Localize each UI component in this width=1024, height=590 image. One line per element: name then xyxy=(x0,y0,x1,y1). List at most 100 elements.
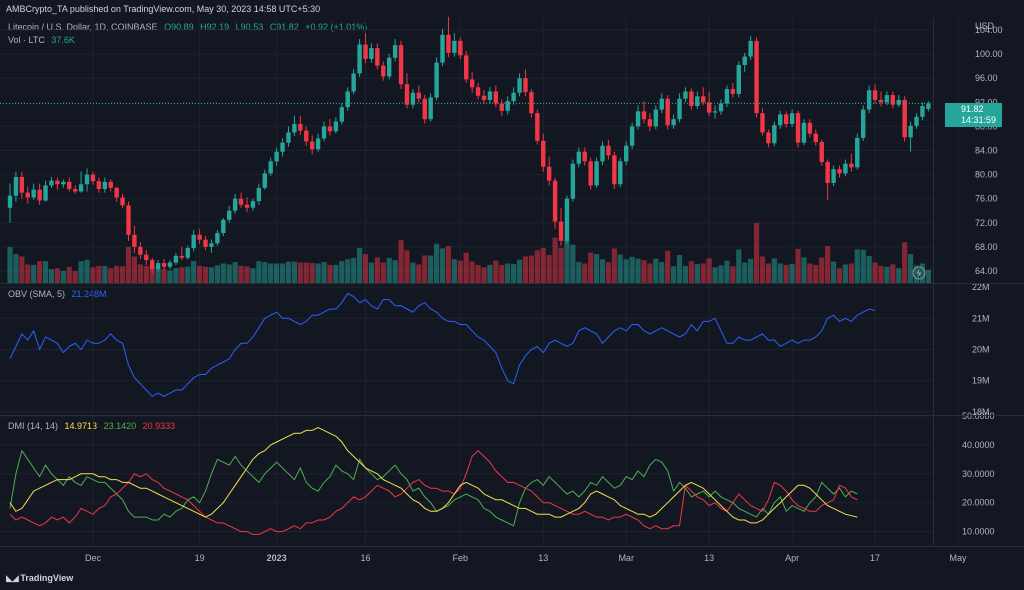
candle-body xyxy=(541,140,546,167)
candle-body xyxy=(677,98,682,120)
volume-bar xyxy=(919,263,926,283)
volume-bar xyxy=(303,262,309,283)
publisher-header: AMBCrypto_TA published on TradingView.co… xyxy=(6,4,321,14)
candle-body xyxy=(861,109,866,138)
obv-label[interactable]: OBV (SMA, 5) xyxy=(8,289,66,299)
lightning-icon[interactable] xyxy=(912,266,926,280)
volume-bar xyxy=(635,258,641,283)
volume-bar xyxy=(274,263,280,283)
volume-bar xyxy=(588,252,594,283)
candle-body xyxy=(659,98,664,110)
volume-bar xyxy=(813,264,819,283)
candle-body xyxy=(209,243,214,247)
candle-body xyxy=(61,181,66,185)
candle-body xyxy=(570,163,576,199)
symbol-label[interactable]: Litecoin / U.S. Dollar, 1D, COINBASE xyxy=(8,22,158,32)
volume-bar xyxy=(872,262,878,283)
dmi-label[interactable]: DMI (14, 14) xyxy=(8,421,59,431)
candle-body xyxy=(760,113,765,133)
candle-body xyxy=(120,197,125,206)
candle-body xyxy=(410,92,416,105)
dmi-tick-label: 20.0000 xyxy=(962,498,995,508)
volume-bar xyxy=(676,255,683,283)
candle-body xyxy=(535,113,540,141)
volume-bar xyxy=(416,264,422,283)
candle-body xyxy=(884,95,890,103)
candle-body xyxy=(872,90,878,100)
candle-body xyxy=(197,234,202,240)
volume-bar xyxy=(279,263,286,283)
candle-body xyxy=(546,166,552,181)
volume-bar xyxy=(380,262,386,283)
volume-bar xyxy=(748,258,754,283)
candle-body xyxy=(712,111,718,113)
candle-body xyxy=(96,181,102,190)
candle-body xyxy=(529,92,534,114)
volume-bar xyxy=(801,257,807,283)
volume-bar xyxy=(617,254,623,283)
volume-label[interactable]: Vol · LTC xyxy=(8,35,45,45)
volume-bar xyxy=(765,263,771,283)
volume-bar xyxy=(60,271,66,283)
volume-bar xyxy=(179,267,185,283)
candle-body xyxy=(896,99,901,105)
candle-body xyxy=(866,90,872,110)
volume-bar xyxy=(712,267,718,283)
volume-bar xyxy=(96,265,102,283)
volume-bar xyxy=(819,257,825,283)
candle-body xyxy=(558,221,564,241)
candle-body xyxy=(339,107,344,122)
volume-bar xyxy=(333,264,339,283)
volume-bar xyxy=(854,249,860,283)
open-value: O90.89 xyxy=(164,22,194,32)
candle-body xyxy=(612,155,617,185)
candle-body xyxy=(173,255,179,263)
volume-bar xyxy=(197,265,203,283)
volume-bar xyxy=(753,223,760,283)
volume-bar xyxy=(516,259,523,283)
price-tick-label: 100.00 xyxy=(975,49,1003,59)
volume-bar xyxy=(736,249,742,283)
obv-tick-label: 19M xyxy=(972,376,990,386)
volume-bar xyxy=(706,258,712,283)
candle-body xyxy=(144,254,149,261)
obv-pane xyxy=(9,292,876,397)
volume-bar xyxy=(72,271,78,283)
candle-body xyxy=(262,173,267,188)
candle-body xyxy=(890,95,896,105)
volume-bar xyxy=(623,259,629,283)
candle-body xyxy=(624,145,629,162)
candle-body xyxy=(736,64,741,94)
candle-body xyxy=(920,105,925,117)
candle-body xyxy=(274,151,279,162)
price-tick-label: 72.00 xyxy=(975,218,998,228)
volume-bar xyxy=(226,264,232,283)
candle-body xyxy=(772,125,777,144)
volume-bar xyxy=(836,268,843,283)
volume-bar xyxy=(842,264,849,283)
plus-di-value: 23.1420 xyxy=(103,421,137,431)
volume-bar xyxy=(694,263,700,283)
volume-bar xyxy=(114,265,120,283)
volume-bar xyxy=(309,263,315,283)
volume-bar xyxy=(499,264,505,283)
candle-body xyxy=(464,55,469,80)
candle-body xyxy=(179,255,185,258)
candle-body xyxy=(351,73,356,92)
volume-bar xyxy=(13,254,19,283)
candle-body xyxy=(754,40,759,114)
candle-body xyxy=(783,114,789,124)
candle-body xyxy=(683,91,688,99)
volume-bar xyxy=(410,262,416,283)
candle-body xyxy=(327,126,333,132)
volume-bar xyxy=(457,260,463,283)
candle-body xyxy=(878,99,884,103)
obv-tick-label: 20M xyxy=(972,345,990,355)
volume-bar xyxy=(54,268,60,283)
footer[interactable]: ◣◢ TradingView xyxy=(6,573,73,584)
volume-bar xyxy=(315,263,321,283)
candle-body xyxy=(458,40,463,56)
volume-bar xyxy=(860,249,866,283)
volume-bar xyxy=(890,264,896,283)
